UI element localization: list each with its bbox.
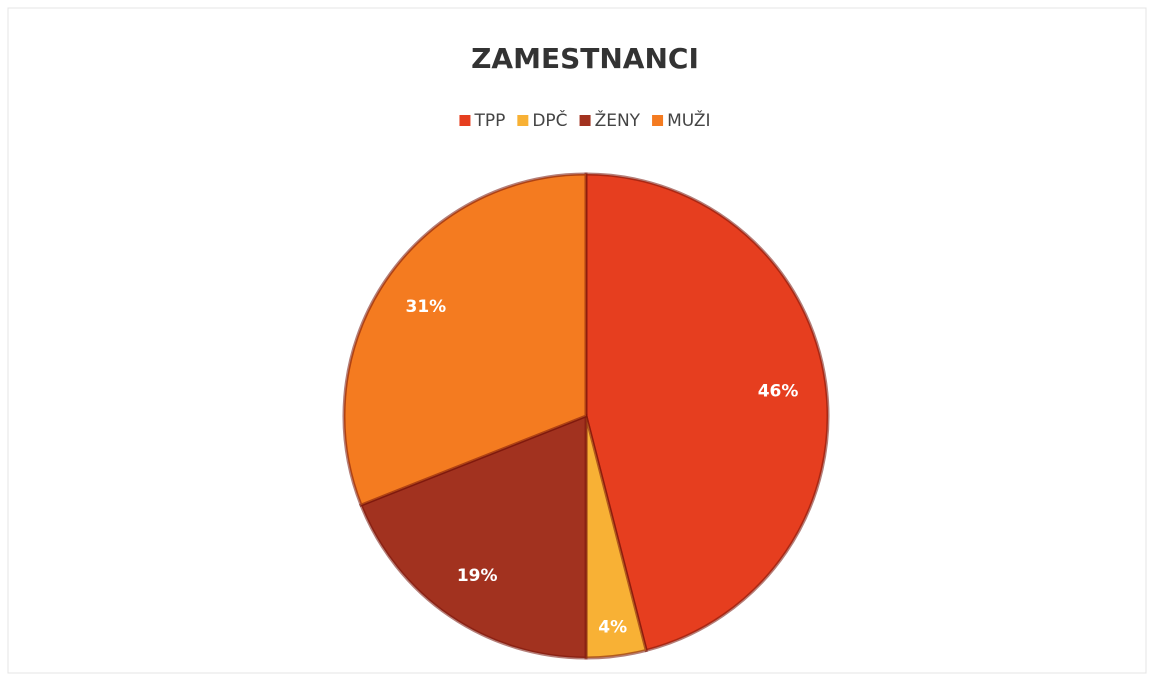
data-label: 31% (406, 297, 447, 317)
legend-label: MUŽI (667, 109, 710, 131)
legend-label: DPČ (532, 109, 567, 131)
pie-slice (359, 413, 588, 660)
legend-swatch (579, 115, 591, 126)
legend-label: ŽENY (595, 109, 641, 131)
legend-swatch (517, 115, 529, 126)
legend-swatch (459, 115, 471, 126)
data-label: 4% (598, 617, 627, 637)
data-label: 19% (457, 566, 498, 586)
legend-label: TPP (473, 111, 505, 131)
data-label: 46% (758, 382, 799, 402)
chart-title: ZAMESTNANCI (471, 42, 699, 75)
pie-slice (342, 172, 588, 508)
legend: TPP DPČ ŽENY MUŽI (459, 109, 711, 131)
legend-swatch (652, 115, 664, 126)
pie-slice (584, 172, 830, 653)
